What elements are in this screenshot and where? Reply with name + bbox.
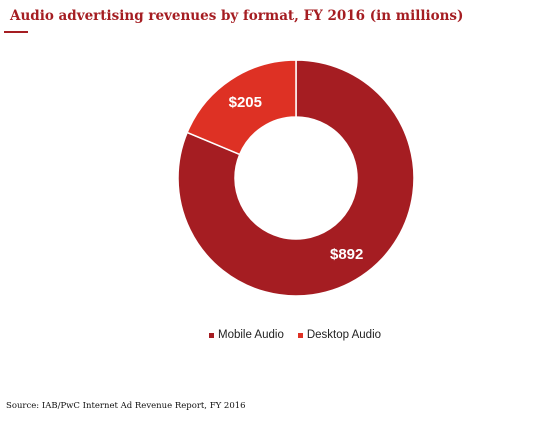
- slice-mobile-audio: [177, 59, 415, 297]
- legend-label-desktop-audio: Desktop Audio: [306, 329, 382, 341]
- legend-swatch-desktop-audio: [297, 332, 303, 338]
- slice-desktop-audio: [186, 59, 297, 156]
- legend-label-mobile-audio: Mobile Audio: [218, 329, 284, 341]
- chart-legend: Mobile Audio Desktop Audio: [209, 329, 381, 341]
- data-label-mobile-audio: $892: [330, 246, 363, 263]
- legend-swatch-mobile-audio: [209, 332, 214, 338]
- data-label-desktop-audio: $205: [229, 94, 262, 111]
- source-note: Source: IAB/PwC Internet Ad Revenue Repo…: [6, 401, 246, 411]
- legend-item-desktop-audio: Desktop Audio: [297, 329, 382, 341]
- chart-title: Audio advertising revenues by format, FY…: [10, 8, 464, 24]
- legend-item-mobile-audio: Mobile Audio: [209, 329, 284, 341]
- title-underline: [4, 31, 28, 33]
